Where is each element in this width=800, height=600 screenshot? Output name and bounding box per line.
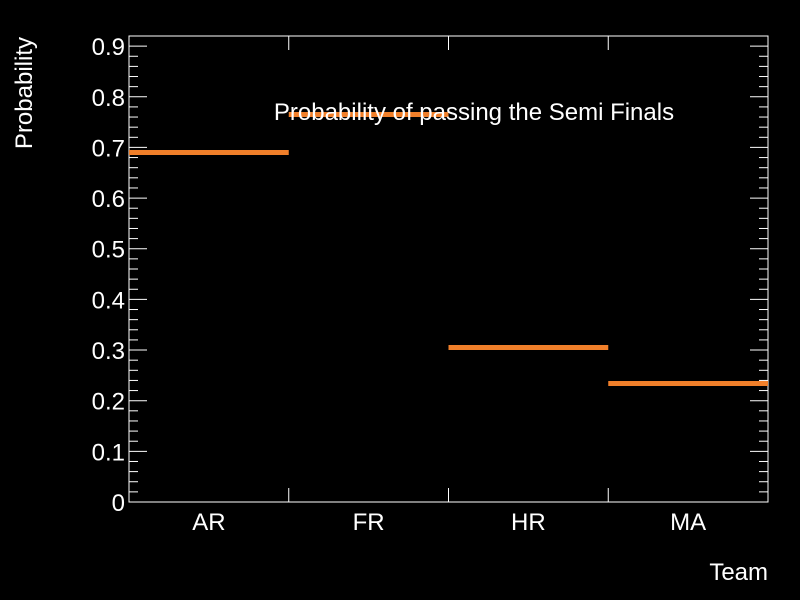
y-tick-label: 0.8 [92, 85, 125, 112]
series-bars [129, 112, 768, 386]
y-tick-label: 0 [112, 490, 125, 517]
x-tick-label: FR [353, 509, 385, 536]
x-tick-label: MA [670, 509, 706, 536]
y-tick-label: 0.9 [92, 34, 125, 61]
x-tick-label: HR [511, 509, 546, 536]
y-tick-label: 0.7 [92, 135, 125, 162]
y-tick-label: 0.2 [92, 389, 125, 416]
x-axis-label: Team [709, 559, 768, 586]
y-tick-label: 0.4 [92, 287, 125, 314]
y-tick-label: 0.1 [92, 439, 125, 466]
y-tick-label: 0.5 [92, 237, 125, 264]
y-axis: 0 0.1 0.2 0.3 0.4 0.5 0.6 0.7 0.8 0.9 [92, 34, 768, 517]
y-tick-label: 0.3 [92, 338, 125, 365]
y-axis-label: Probability [11, 37, 38, 149]
chart-title: Probability of passing the Semi Finals [274, 99, 674, 126]
y-tick-label: 0.6 [92, 186, 125, 213]
x-tick-label: AR [192, 509, 225, 536]
x-axis: AR FR HR MA [192, 36, 706, 536]
